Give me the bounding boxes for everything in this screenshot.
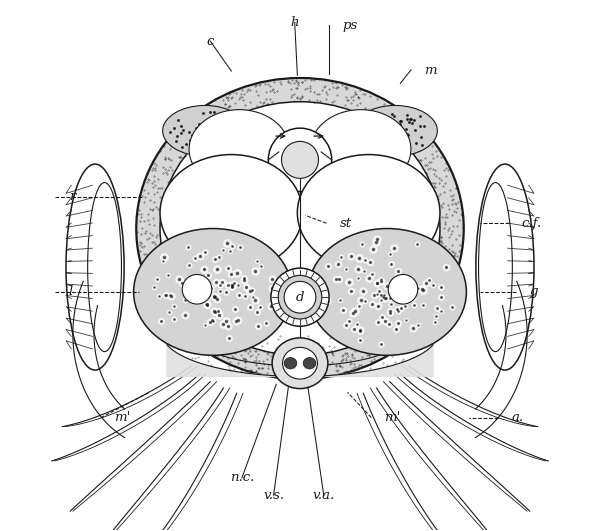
Text: a.: a.	[511, 411, 523, 424]
Ellipse shape	[281, 141, 319, 178]
Ellipse shape	[388, 275, 418, 304]
Text: d: d	[296, 290, 304, 304]
Text: l: l	[68, 285, 73, 298]
Ellipse shape	[284, 281, 316, 313]
Ellipse shape	[134, 228, 292, 355]
Text: v.s.: v.s.	[263, 489, 284, 502]
Text: m: m	[424, 64, 437, 76]
Text: ps: ps	[342, 19, 358, 32]
Text: h: h	[290, 16, 299, 29]
Ellipse shape	[66, 164, 124, 370]
Ellipse shape	[136, 78, 464, 379]
Text: c: c	[206, 35, 214, 47]
Text: c.f.: c.f.	[522, 217, 542, 230]
Ellipse shape	[268, 128, 332, 192]
Ellipse shape	[278, 276, 322, 319]
Ellipse shape	[283, 347, 317, 379]
Ellipse shape	[271, 268, 329, 326]
Ellipse shape	[284, 357, 297, 369]
Ellipse shape	[160, 102, 440, 355]
Ellipse shape	[163, 106, 247, 156]
Text: v.a.: v.a.	[313, 489, 335, 502]
Ellipse shape	[479, 183, 512, 352]
Ellipse shape	[311, 110, 411, 189]
Text: st: st	[340, 217, 352, 230]
Polygon shape	[167, 345, 433, 376]
Ellipse shape	[182, 275, 212, 304]
Text: g: g	[529, 285, 538, 298]
Text: r: r	[68, 190, 75, 203]
Text: n.c.: n.c.	[230, 472, 254, 484]
Ellipse shape	[160, 155, 302, 271]
Text: m': m'	[385, 411, 401, 424]
Ellipse shape	[353, 106, 437, 156]
Ellipse shape	[308, 228, 466, 355]
Ellipse shape	[298, 155, 440, 271]
Ellipse shape	[476, 164, 534, 370]
Text: m': m'	[114, 411, 130, 424]
Ellipse shape	[88, 183, 121, 352]
Ellipse shape	[272, 338, 328, 389]
Ellipse shape	[189, 110, 289, 189]
Ellipse shape	[303, 357, 316, 369]
